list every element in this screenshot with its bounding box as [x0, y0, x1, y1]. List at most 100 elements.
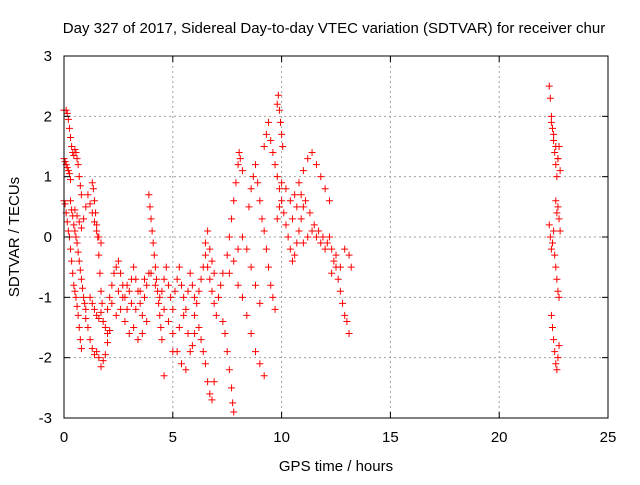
- data-point: [180, 293, 188, 301]
- data-point: [280, 209, 288, 217]
- data-point: [258, 215, 266, 223]
- data-point: [108, 299, 116, 307]
- data-point: [225, 233, 233, 241]
- data-point: [225, 366, 233, 374]
- data-point: [336, 263, 344, 271]
- data-point: [210, 378, 218, 386]
- x-tick-label: 0: [60, 429, 68, 446]
- data-point: [275, 106, 283, 114]
- x-tick-label: 10: [273, 429, 290, 446]
- data-point: [121, 317, 129, 325]
- data-point: [117, 305, 125, 313]
- data-point: [256, 197, 264, 205]
- data-point: [191, 311, 199, 319]
- data-point: [225, 269, 233, 277]
- data-point: [80, 215, 88, 223]
- data-point: [64, 115, 72, 123]
- data-point: [545, 221, 553, 229]
- data-point: [547, 112, 555, 120]
- data-point: [101, 351, 109, 359]
- data-point: [201, 360, 209, 368]
- data-point: [70, 221, 78, 229]
- data-point: [243, 245, 251, 253]
- data-point: [554, 155, 562, 163]
- data-point: [186, 269, 194, 277]
- x-tick-label: 20: [491, 429, 508, 446]
- data-point: [328, 245, 336, 253]
- data-point: [304, 233, 312, 241]
- data-point: [82, 305, 90, 313]
- data-point: [90, 305, 98, 313]
- data-point: [127, 299, 135, 307]
- data-point: [546, 94, 554, 102]
- x-tick-label: 5: [169, 429, 177, 446]
- data-point: [230, 257, 238, 265]
- data-point: [119, 293, 127, 301]
- data-point: [304, 155, 312, 163]
- data-point: [77, 275, 85, 283]
- y-tick-label: -2: [39, 350, 52, 367]
- data-point: [549, 239, 557, 247]
- data-point: [74, 161, 82, 169]
- data-point: [188, 281, 196, 289]
- data-point: [321, 245, 329, 253]
- data-point: [306, 209, 314, 217]
- data-point: [201, 251, 209, 259]
- data-point: [286, 245, 294, 253]
- data-point: [299, 239, 307, 247]
- data-point: [551, 251, 559, 259]
- data-point: [282, 185, 290, 193]
- data-point: [123, 305, 131, 313]
- data-point: [75, 324, 83, 331]
- data-point: [61, 200, 69, 208]
- data-point: [143, 281, 151, 289]
- data-point: [269, 293, 277, 301]
- y-tick-label: -1: [39, 289, 52, 306]
- data-point: [315, 227, 323, 235]
- data-point: [236, 155, 244, 163]
- data-point: [219, 269, 227, 277]
- data-point: [73, 212, 81, 220]
- data-point: [293, 239, 301, 247]
- data-point: [265, 118, 273, 126]
- data-point: [191, 293, 199, 301]
- data-point: [210, 299, 218, 307]
- data-point: [150, 251, 158, 259]
- data-point: [61, 158, 69, 166]
- data-point: [234, 161, 242, 169]
- data-point: [68, 257, 76, 265]
- data-point: [546, 233, 554, 241]
- data-point: [230, 408, 238, 416]
- data-point: [325, 197, 333, 205]
- data-point: [555, 215, 563, 223]
- data-point: [319, 233, 327, 241]
- data-point: [254, 179, 262, 187]
- data-point: [156, 293, 164, 301]
- data-point: [262, 130, 270, 138]
- data-point: [251, 161, 259, 169]
- data-point: [551, 149, 559, 157]
- data-point: [84, 191, 92, 199]
- data-point: [260, 227, 268, 235]
- data-point: [228, 384, 236, 392]
- data-point: [553, 209, 561, 217]
- y-tick-label: 1: [44, 169, 52, 186]
- data-point: [93, 221, 101, 229]
- data-point: [549, 324, 557, 331]
- data-point: [175, 263, 183, 271]
- data-point: [193, 299, 201, 307]
- data-point: [206, 390, 214, 398]
- data-point: [76, 182, 84, 190]
- data-point: [73, 302, 81, 310]
- data-point: [550, 130, 558, 138]
- data-point: [74, 311, 82, 319]
- data-point: [86, 336, 94, 344]
- y-axis-label: SDTVAR / TECUs: [6, 177, 23, 297]
- data-point: [175, 324, 183, 331]
- data-point: [136, 299, 144, 307]
- data-point: [81, 299, 89, 307]
- data-point: [96, 269, 104, 277]
- data-point: [148, 227, 156, 235]
- data-point: [243, 311, 251, 319]
- data-point: [278, 197, 286, 205]
